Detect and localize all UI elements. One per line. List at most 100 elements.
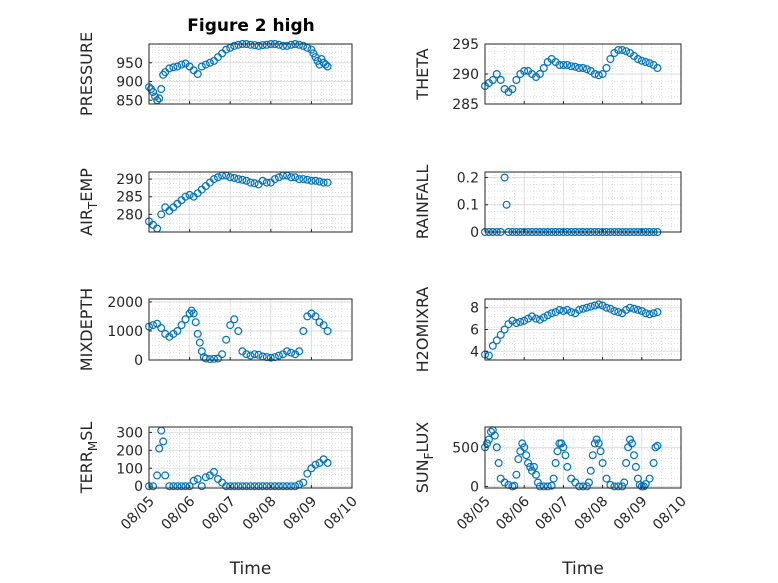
- data-point: [496, 75, 505, 84]
- data-point: [610, 307, 619, 316]
- data-point: [598, 301, 607, 310]
- chart-panel: 0 1000 2000 MIXDEPTH: [77, 288, 353, 371]
- data-point: [620, 478, 629, 487]
- data-point: [210, 467, 219, 476]
- data-point: [594, 300, 603, 309]
- data-point: [524, 314, 533, 323]
- y-axis-label: H2OMIXRA: [413, 287, 432, 373]
- data-point: [500, 325, 509, 334]
- data-point: [173, 482, 182, 491]
- data-point: [651, 443, 660, 452]
- data-point: [533, 478, 542, 487]
- data-point: [518, 439, 527, 448]
- data-point: [582, 482, 591, 491]
- data-point: [575, 63, 584, 72]
- data-point: [637, 56, 646, 65]
- y-tick-label: 0: [470, 225, 479, 241]
- data-point: [535, 482, 544, 491]
- data-point: [514, 455, 523, 464]
- data-point: [625, 435, 634, 444]
- data-point: [512, 319, 521, 328]
- data-point: [649, 309, 658, 318]
- data-point: [173, 62, 182, 71]
- data-point: [653, 63, 662, 72]
- x-tick-label: 08/05: [454, 494, 494, 534]
- data-point: [177, 482, 186, 491]
- data-point: [193, 475, 202, 484]
- y-axis-label: RAINFALL: [413, 165, 432, 240]
- data-point: [622, 47, 631, 56]
- data-point: [226, 321, 235, 330]
- y-axis-label: MIXDEPTH: [77, 288, 96, 371]
- data-point: [238, 175, 247, 184]
- data-point: [649, 459, 658, 468]
- data-point: [645, 59, 654, 68]
- data-point: [614, 308, 623, 317]
- y-tick-label: 290: [116, 172, 143, 188]
- data-point: [153, 319, 162, 328]
- axes-box: [484, 171, 682, 233]
- data-point: [165, 64, 174, 73]
- data-point: [295, 175, 304, 184]
- data-point: [531, 314, 540, 323]
- data-point: [246, 351, 255, 360]
- data-point: [539, 482, 548, 491]
- y-tick-label: 285: [116, 190, 143, 206]
- data-point: [586, 302, 595, 311]
- data-point: [299, 327, 308, 336]
- data-point: [629, 451, 638, 460]
- data-point: [520, 316, 529, 325]
- data-point: [319, 321, 328, 330]
- data-point: [311, 312, 320, 321]
- data-point: [254, 41, 263, 50]
- data-point: [270, 175, 279, 184]
- axes-box: [148, 298, 353, 361]
- data-point: [543, 311, 552, 320]
- data-point: [287, 40, 296, 49]
- data-point: [287, 348, 296, 357]
- data-point: [226, 173, 235, 182]
- data-point: [222, 45, 231, 54]
- data-point: [210, 354, 219, 363]
- x-tick-label: 08/08: [240, 494, 280, 534]
- data-point: [197, 62, 206, 71]
- data-point: [508, 84, 517, 93]
- data-point: [230, 174, 239, 183]
- data-point: [582, 303, 591, 312]
- data-point: [291, 482, 300, 491]
- y-axis-label: AIRTEMP: [77, 168, 100, 236]
- data-point: [586, 466, 595, 475]
- y-tick-label: 850: [116, 93, 143, 109]
- data-point: [279, 482, 288, 491]
- y-tick-label: 8: [470, 301, 479, 317]
- data-point: [149, 87, 158, 96]
- data-point: [602, 303, 611, 312]
- data-point: [543, 482, 552, 491]
- data-point: [590, 69, 599, 78]
- data-point: [242, 482, 251, 491]
- data-point: [165, 482, 174, 491]
- x-tick-label: 08/10: [321, 494, 361, 534]
- data-point: [606, 304, 615, 313]
- y-tick-label: 0: [134, 353, 143, 369]
- y-tick-label: 200: [116, 443, 143, 459]
- data-point: [551, 459, 560, 468]
- data-point: [563, 60, 572, 69]
- x-axis-label: Time: [229, 559, 272, 579]
- y-tick-label: 6: [470, 323, 479, 339]
- y-tick-label: 100: [116, 461, 143, 477]
- data-point: [258, 176, 267, 185]
- axes-box: [148, 171, 353, 233]
- data-point: [555, 60, 564, 69]
- data-point: [494, 459, 503, 468]
- data-point: [153, 471, 162, 480]
- data-point: [500, 173, 509, 182]
- data-point: [155, 94, 164, 103]
- data-point: [567, 62, 576, 71]
- data-point: [185, 190, 194, 199]
- data-point: [266, 353, 275, 362]
- y-tick-label: 295: [452, 37, 479, 53]
- data-point: [559, 307, 568, 316]
- data-point: [563, 305, 572, 314]
